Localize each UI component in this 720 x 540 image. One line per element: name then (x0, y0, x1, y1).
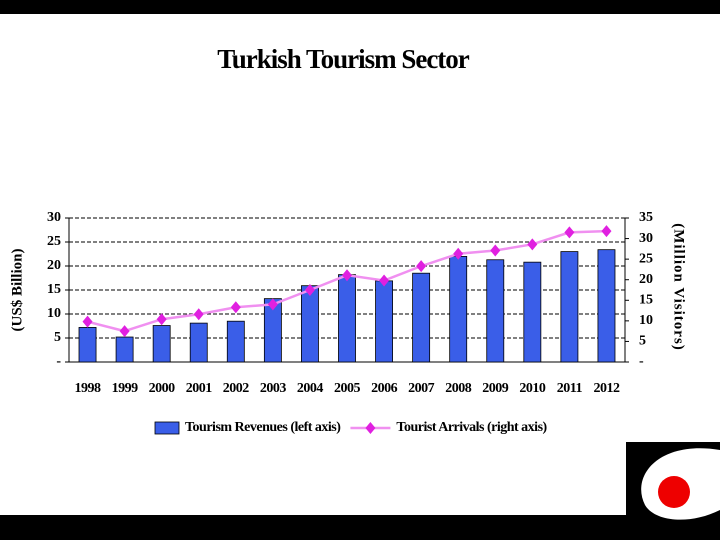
x-tick-label: 2009 (482, 381, 509, 396)
chart-title: Turkish Tourism Sector (217, 44, 470, 74)
bar (412, 272, 431, 363)
y-tick-label: 5 (54, 330, 61, 345)
marker (230, 301, 241, 314)
marker (601, 225, 612, 238)
marker (379, 274, 390, 287)
bar (597, 249, 616, 363)
marker (156, 313, 167, 326)
legend-swatch (154, 421, 180, 435)
legend-label: Tourist Arrivals (right axis) (396, 420, 547, 435)
x-tick-label: 2010 (519, 381, 546, 396)
bar (226, 320, 245, 363)
marker (453, 247, 464, 260)
logo (626, 442, 720, 520)
top-bar (0, 0, 720, 14)
x-tick-label: 2006 (371, 381, 398, 396)
x-tick-label: 2004 (297, 381, 324, 396)
y2-axis-label: (Million Visitors) (671, 223, 687, 351)
y-tick-label: - (56, 354, 61, 369)
x-tick-label: 1998 (75, 381, 102, 396)
x-tick-label: 2001 (186, 381, 213, 396)
marker (304, 284, 315, 296)
y-tick-label: 30 (47, 210, 61, 225)
bar (189, 322, 208, 363)
bar (523, 261, 542, 363)
x-tick-label: 2007 (408, 381, 435, 396)
x-tick-label: 2003 (260, 381, 287, 396)
x-tick-label: 2002 (223, 381, 250, 396)
y-tick-label: 10 (47, 306, 61, 321)
bar (152, 325, 171, 363)
bar (375, 280, 393, 363)
marker (564, 226, 575, 239)
y2-tick-label: 35 (639, 210, 653, 225)
marker (267, 298, 278, 311)
bar (78, 327, 97, 363)
y2-tick-label: - (639, 354, 644, 369)
y-axis-label: (US$ Billion) (9, 249, 25, 332)
bar (560, 251, 579, 363)
bottom-bar (0, 515, 720, 540)
marker (342, 269, 352, 282)
marker (490, 244, 501, 257)
bar (301, 285, 319, 363)
y2-tick-label: 20 (639, 272, 653, 287)
y2-tick-label: 10 (639, 313, 653, 328)
x-tick-label: 2005 (334, 381, 361, 396)
y2-tick-label: 25 (639, 251, 653, 266)
bar (486, 259, 505, 363)
bar (449, 255, 468, 363)
x-tick-label: 2008 (445, 381, 472, 396)
x-tick-label: 2000 (149, 381, 176, 396)
y-tick-label: 15 (47, 282, 61, 297)
bar (338, 274, 356, 363)
marker (527, 238, 538, 251)
y-tick-label: 25 (47, 234, 61, 249)
y2-tick-label: 30 (639, 231, 653, 246)
x-tick-label: 1999 (112, 381, 139, 396)
x-tick-label: 2011 (557, 381, 583, 396)
y2-tick-label: 5 (639, 334, 646, 349)
legend-marker (365, 422, 376, 434)
y2-tick-label: 15 (639, 293, 653, 308)
x-tick-label: 2012 (593, 381, 620, 396)
marker (416, 260, 427, 273)
y-tick-label: 20 (47, 258, 61, 273)
marker (119, 325, 130, 338)
bar (115, 336, 134, 363)
marker (193, 308, 204, 321)
marker (82, 315, 93, 328)
legend-label: Tourism Revenues (left axis) (185, 420, 341, 435)
